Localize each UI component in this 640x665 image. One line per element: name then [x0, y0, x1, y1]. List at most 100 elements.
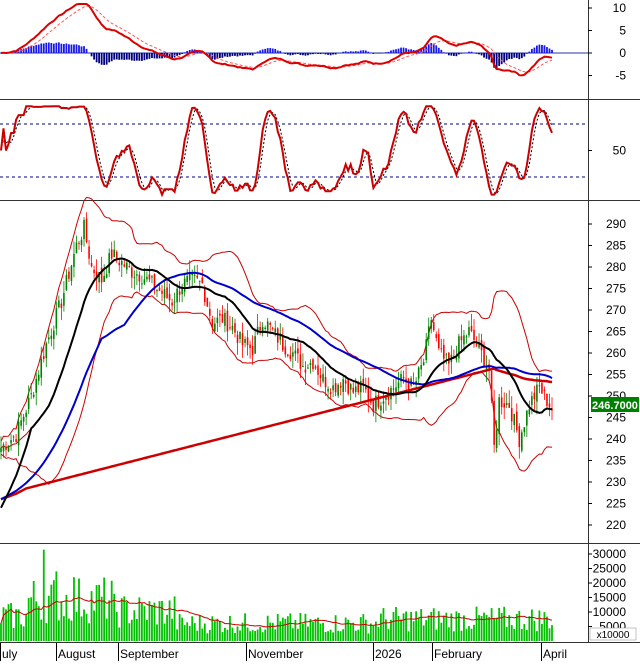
macd-histogram-bar [73, 44, 75, 53]
volume-bar [407, 631, 410, 641]
volume-bar [239, 630, 241, 641]
volume-bar [357, 629, 360, 641]
panel-separators [0, 0, 640, 643]
macd-histogram-bar [317, 53, 319, 54]
candle-body [73, 253, 75, 267]
macd-histogram-bar [108, 53, 111, 63]
candle-body [90, 262, 93, 267]
macd-signal-line [0, 5, 553, 73]
macd-histogram [0, 42, 553, 69]
volume-bar [530, 609, 533, 641]
candle-body [85, 218, 88, 243]
macd-histogram-bar [357, 51, 360, 53]
macd-histogram-bar [455, 53, 458, 57]
candle-body [448, 352, 450, 364]
volume-bar [93, 610, 95, 641]
macd-histogram-bar [498, 53, 501, 66]
volume-bar [2, 607, 5, 641]
candle-body [153, 274, 156, 290]
macd-histogram-bar [390, 50, 392, 53]
candle-body [508, 402, 511, 408]
macd-histogram-bar [249, 53, 251, 56]
candle-body [88, 246, 90, 259]
volume-bar [176, 629, 179, 641]
macd-histogram-bar [541, 44, 543, 53]
volume-bar [186, 622, 189, 641]
volume-bar [254, 631, 257, 641]
volume-bar [274, 629, 277, 641]
candle-body [289, 354, 292, 360]
volume-bar [211, 616, 214, 641]
volume-bar [437, 611, 440, 641]
candle-body [319, 375, 322, 379]
candle-body [5, 446, 7, 450]
candle-body [432, 322, 435, 331]
macd-histogram-bar [37, 44, 40, 53]
macd-histogram-bar [447, 53, 450, 56]
volume-bar [299, 613, 302, 641]
volume-bar [216, 618, 219, 641]
candle-body [156, 289, 158, 292]
volume-bar [55, 571, 58, 641]
volume-bar [485, 615, 488, 641]
candle-body [427, 326, 430, 339]
candle-body [131, 267, 133, 278]
candle-body [455, 357, 458, 360]
volume-bar [231, 627, 234, 641]
macd-histogram-bar [551, 49, 553, 53]
volume-bar [294, 619, 297, 641]
candle-body [551, 408, 553, 411]
macd-histogram-bar [450, 53, 453, 56]
moving-average-red [0, 367, 553, 501]
macd-histogram-bar [0, 53, 2, 54]
volume-bar [458, 612, 460, 641]
volume-bar [203, 623, 206, 641]
volume-bar [130, 619, 133, 641]
volume-bar [392, 611, 395, 641]
candle-body [7, 445, 10, 452]
volume-bars [0, 549, 553, 641]
macd-histogram-bar [103, 53, 106, 65]
volume-bar [518, 610, 521, 641]
candle-body [380, 405, 382, 411]
candle-body [365, 387, 367, 390]
x-axis-label: February [434, 647, 482, 661]
volume-bar [463, 615, 465, 641]
candle-body [536, 384, 538, 402]
volume-bar [221, 632, 224, 641]
volume-axis-tick-label: 20000 [593, 576, 627, 590]
candle-body [58, 300, 60, 308]
volume-bar [123, 596, 126, 641]
oscillator-line [0, 105, 553, 198]
candle-body [118, 262, 121, 266]
candle-body [402, 376, 405, 379]
volume-bar [354, 630, 357, 641]
macd-histogram-bar [281, 52, 284, 54]
volume-bar [465, 628, 468, 641]
candle-body [173, 301, 176, 303]
candle-body [337, 384, 339, 396]
volume-bar [103, 577, 106, 641]
volume-bar [523, 624, 526, 641]
candle-body [219, 313, 221, 316]
candle-body [178, 291, 181, 295]
volume-bar [42, 549, 45, 641]
candle-body [437, 334, 440, 349]
volume-bar [168, 600, 171, 641]
price-axis-tick-label: 235 [606, 454, 626, 468]
candle-body [292, 352, 294, 357]
volume-bar [115, 612, 118, 641]
candle-body [251, 346, 254, 356]
price-axis-tick-label: 260 [606, 346, 626, 360]
volume-bar [108, 600, 111, 641]
macd-histogram-bar [133, 53, 136, 61]
moving-average-black [0, 257, 553, 509]
volume-bar [17, 609, 20, 641]
candle-body [0, 447, 2, 453]
candle-body [495, 429, 498, 448]
volume-bar [73, 577, 75, 641]
macd-histogram-bar [385, 52, 387, 53]
candle-body [493, 401, 495, 445]
